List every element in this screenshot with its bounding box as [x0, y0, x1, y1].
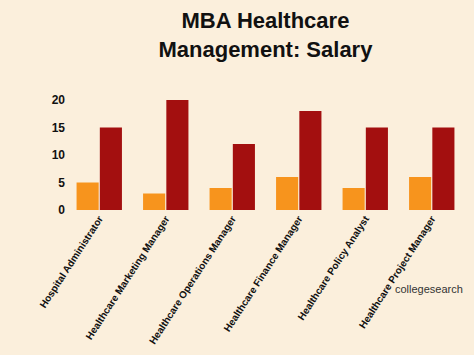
svg-text:10: 10 [52, 148, 66, 162]
svg-text:Healthcare Operations Manager: Healthcare Operations Manager [147, 214, 238, 346]
svg-text:Healthcare Finance Manager: Healthcare Finance Manager [222, 214, 305, 334]
svg-text:MBA HealthcareManagement: Sala: MBA HealthcareManagement: Salary [158, 8, 373, 62]
svg-text:Hospital Administrator: Hospital Administrator [37, 214, 105, 310]
svg-text:Healthcare Policy Analyst: Healthcare Policy Analyst [296, 213, 372, 322]
svg-text:Healthcare Project Manager: Healthcare Project Manager [357, 214, 438, 331]
svg-text:0: 0 [58, 203, 65, 217]
svg-text:collegesearch: collegesearch [395, 283, 463, 295]
svg-text:5: 5 [58, 176, 65, 190]
svg-text:15: 15 [52, 121, 66, 135]
svg-text:Healthcare Marketing Manager: Healthcare Marketing Manager [83, 214, 171, 342]
svg-text:20: 20 [52, 93, 66, 107]
